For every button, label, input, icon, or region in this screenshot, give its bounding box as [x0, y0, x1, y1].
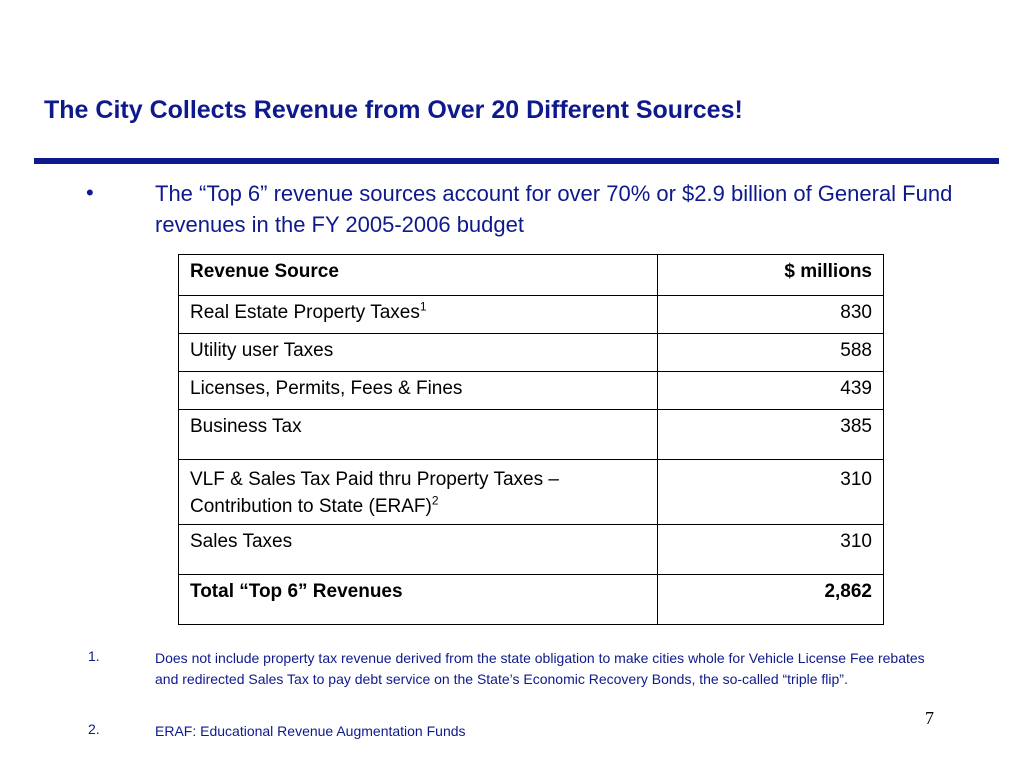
revenue-source-cell: Business Tax [178, 409, 658, 460]
amount-cell: 588 [657, 333, 884, 372]
slide-title: The City Collects Revenue from Over 20 D… [44, 96, 743, 124]
header-millions: $ millions [657, 254, 884, 296]
revenue-source-cell: Sales Taxes [178, 524, 658, 575]
amount-cell: 310 [657, 459, 884, 525]
table-total-row: Total “Top 6” Revenues 2,862 [178, 574, 884, 625]
revenue-source-label: Licenses, Permits, Fees & Fines [190, 378, 463, 399]
table-row: Sales Taxes 310 [178, 524, 884, 575]
revenue-source-label: Business Tax [190, 416, 302, 437]
bullet-icon: • [86, 180, 94, 205]
header-revenue-source: Revenue Source [178, 254, 658, 296]
bullet-text: The “Top 6” revenue sources account for … [155, 181, 953, 237]
footnote-1-number: 1. [88, 648, 100, 664]
revenue-source-cell: Utility user Taxes [178, 333, 658, 372]
page-number: 7 [925, 708, 934, 728]
amount-cell: 439 [657, 371, 884, 410]
table-row: Utility user Taxes 588 [178, 333, 884, 372]
revenue-source-cell: VLF & Sales Tax Paid thru Property Taxes… [178, 459, 658, 525]
amount-cell: 830 [657, 295, 884, 334]
footnote-ref: 1 [419, 299, 427, 314]
footnote-2-text: ERAF: Educational Revenue Augmentation F… [155, 723, 466, 739]
title-divider [34, 158, 999, 164]
footnote-2-number: 2. [88, 721, 100, 737]
revenue-table: Revenue Source $ millions Real Estate Pr… [178, 254, 884, 625]
footnote-1-text: Does not include property tax revenue de… [155, 650, 925, 687]
revenue-source-label: Real Estate Property Taxes [190, 302, 420, 323]
amount-cell: 385 [657, 409, 884, 460]
table-header-row: Revenue Source $ millions [178, 254, 884, 296]
amount-cell: 310 [657, 524, 884, 575]
revenue-source-label: Sales Taxes [190, 531, 293, 552]
table-row: VLF & Sales Tax Paid thru Property Taxes… [178, 459, 884, 525]
total-amount: 2,862 [657, 574, 884, 625]
table-row: Licenses, Permits, Fees & Fines 439 [178, 371, 884, 410]
revenue-source-label: VLF & Sales Tax Paid thru Property Taxes… [190, 469, 559, 517]
footnote-ref: 2 [431, 493, 439, 508]
table-row: Business Tax 385 [178, 409, 884, 460]
total-label: Total “Top 6” Revenues [178, 574, 658, 625]
table-row: Real Estate Property Taxes1 830 [178, 295, 884, 334]
revenue-source-label: Utility user Taxes [190, 340, 334, 361]
revenue-source-cell: Real Estate Property Taxes1 [178, 295, 658, 334]
revenue-source-cell: Licenses, Permits, Fees & Fines [178, 371, 658, 410]
